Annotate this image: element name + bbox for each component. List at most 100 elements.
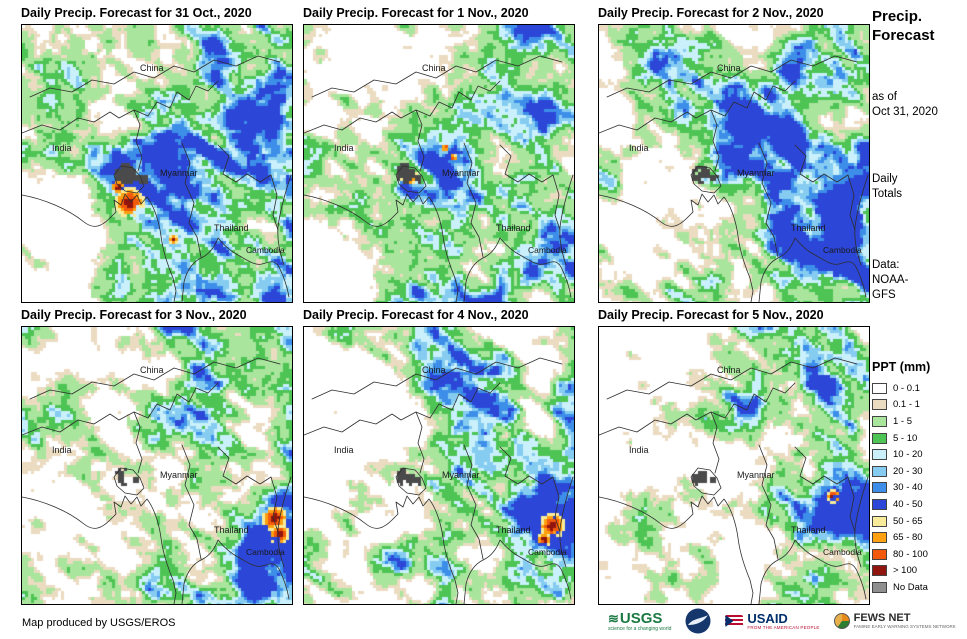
usaid-flag-icon — [725, 615, 744, 627]
legend-label: 10 - 20 — [893, 449, 923, 461]
legend-label: 65 - 80 — [893, 532, 923, 544]
usaid-tagline: FROM THE AMERICAN PEOPLE — [747, 624, 820, 630]
fewsnet-globe-icon — [833, 613, 850, 629]
legend-title: PPT (mm) — [872, 360, 931, 374]
footer-logos: ≋USGS science for a changing world USAID… — [608, 604, 956, 638]
legend-label: 5 - 10 — [893, 432, 918, 444]
legend-row: No Data — [872, 579, 928, 596]
legend-row: 0.1 - 1 — [872, 397, 928, 414]
legend-swatch — [872, 415, 887, 427]
country-label-cambodia: Cambodia — [246, 547, 285, 557]
map-frame: China India Myanmar Thailand Cambodia — [21, 326, 293, 605]
country-label-myanmar: Myanmar — [442, 168, 480, 178]
legend-swatch — [872, 565, 887, 577]
country-label-india: India — [334, 143, 354, 153]
legend-label: 20 - 30 — [893, 465, 923, 477]
fewsnet-logo-text: FEWS NET — [853, 611, 911, 624]
country-label-china: China — [422, 63, 446, 73]
country-label-india: India — [52, 445, 72, 455]
legend-row: 40 - 50 — [872, 496, 928, 513]
country-label-cambodia: Cambodia — [823, 547, 862, 557]
fewsnet-tagline: FAMINE EARLY WARNING SYSTEMS NETWORK — [853, 623, 956, 629]
country-label-cambodia: Cambodia — [246, 245, 285, 255]
map-frame: China India Myanmar Thailand Cambodia — [598, 326, 870, 605]
legend-label: 0.1 - 1 — [893, 399, 920, 411]
noaa-logo — [685, 608, 711, 634]
usgs-wave-icon: ≋ — [608, 610, 619, 626]
map-panel-3nov: Daily Precip. Forecast for 3 Nov., 2020 … — [21, 308, 293, 605]
country-label-china: China — [717, 63, 741, 73]
legend-row: 80 - 100 — [872, 546, 928, 563]
legend-swatch — [872, 382, 887, 394]
legend-label: 40 - 50 — [893, 498, 923, 510]
legend-label: 30 - 40 — [893, 482, 923, 494]
legend-swatch — [872, 581, 887, 593]
legend-label: > 100 — [893, 565, 918, 577]
legend-row: 50 - 65 — [872, 513, 928, 530]
legend-swatch — [872, 399, 887, 411]
usgs-logo: ≋USGS science for a changing world — [608, 611, 671, 632]
country-label-thailand: Thailand — [214, 223, 249, 233]
country-label-myanmar: Myanmar — [737, 470, 775, 480]
country-label-myanmar: Myanmar — [160, 470, 198, 480]
country-label-india: India — [334, 445, 354, 455]
country-label-thailand: Thailand — [214, 525, 249, 535]
country-label-india: India — [629, 445, 649, 455]
precip-legend: 0 - 0.1 0.1 - 1 1 - 5 5 - 10 10 - 20 20 … — [872, 380, 928, 596]
map-panel-title: Daily Precip. Forecast for 1 Nov., 2020 — [303, 6, 529, 20]
as-of-date: as of Oct 31, 2020 — [872, 91, 938, 118]
country-label-myanmar: Myanmar — [737, 168, 775, 178]
legend-label: 0 - 0.1 — [893, 382, 920, 394]
fewsnet-logo: FEWS NET FAMINE EARLY WARNING SYSTEMS NE… — [833, 611, 956, 630]
country-label-india: India — [52, 143, 72, 153]
legend-row: 5 - 10 — [872, 430, 928, 447]
legend-label: 50 - 65 — [893, 515, 923, 527]
country-label-china: China — [140, 63, 164, 73]
map-credit: Map produced by USGS/EROS — [22, 617, 176, 629]
country-label-thailand: Thailand — [791, 223, 826, 233]
data-source-label: Data: NOAA- GFS — [872, 259, 909, 301]
map-panel-title: Daily Precip. Forecast for 3 Nov., 2020 — [21, 308, 247, 322]
map-frame: China India Myanmar Thailand Cambodia — [598, 24, 870, 303]
map-panel-31oct: Daily Precip. Forecast for 31 Oct., 2020… — [21, 6, 293, 303]
sidebar-title: Precip. Forecast — [872, 8, 935, 44]
usaid-logo: USAID FROM THE AMERICAN PEOPLE — [725, 612, 819, 631]
legend-label: 1 - 5 — [893, 415, 913, 427]
legend-swatch — [872, 449, 887, 461]
map-panel-4nov: Daily Precip. Forecast for 4 Nov., 2020 … — [303, 308, 575, 605]
legend-row: 65 - 80 — [872, 529, 928, 546]
legend-swatch — [872, 548, 887, 560]
map-panel-title: Daily Precip. Forecast for 5 Nov., 2020 — [598, 308, 824, 322]
legend-swatch — [872, 465, 887, 477]
country-label-cambodia: Cambodia — [823, 245, 862, 255]
country-label-china: China — [422, 365, 446, 375]
legend-row: 10 - 20 — [872, 446, 928, 463]
legend-row: 20 - 30 — [872, 463, 928, 480]
map-frame: China India Myanmar Thailand Cambodia — [21, 24, 293, 303]
usgs-logo-text: USGS — [619, 609, 663, 627]
country-label-myanmar: Myanmar — [160, 168, 198, 178]
legend-row: 0 - 0.1 — [872, 380, 928, 397]
legend-row: > 100 — [872, 563, 928, 580]
map-panel-title: Daily Precip. Forecast for 4 Nov., 2020 — [303, 308, 529, 322]
country-label-thailand: Thailand — [496, 223, 531, 233]
usaid-logo-text: USAID — [747, 610, 788, 626]
legend-label: No Data — [893, 581, 928, 593]
country-label-cambodia: Cambodia — [528, 547, 567, 557]
legend-row: 1 - 5 — [872, 413, 928, 430]
country-label-china: China — [140, 365, 164, 375]
legend-swatch — [872, 498, 887, 510]
country-label-china: China — [717, 365, 741, 375]
daily-totals-label: Daily Totals — [872, 173, 903, 200]
map-panel-title: Daily Precip. Forecast for 2 Nov., 2020 — [598, 6, 824, 20]
map-panel-5nov: Daily Precip. Forecast for 5 Nov., 2020 … — [598, 308, 870, 605]
country-label-myanmar: Myanmar — [442, 470, 480, 480]
info-sidebar: Precip. Forecast as of Oct 31, 2020 Dail… — [872, 0, 966, 639]
map-frame: China India Myanmar Thailand Cambodia — [303, 326, 575, 605]
noaa-circle-icon — [685, 608, 711, 634]
map-panel-title: Daily Precip. Forecast for 31 Oct., 2020 — [21, 6, 252, 20]
legend-swatch — [872, 432, 887, 444]
country-label-cambodia: Cambodia — [528, 245, 567, 255]
country-label-thailand: Thailand — [791, 525, 826, 535]
